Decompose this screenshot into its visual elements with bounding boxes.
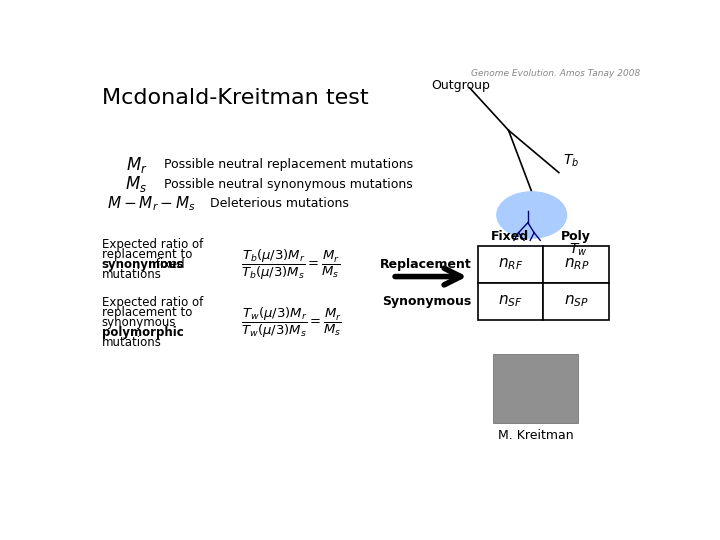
Bar <box>493 354 578 423</box>
Bar <box>477 246 544 283</box>
Text: $M - M_r - M_s$: $M - M_r - M_s$ <box>107 194 197 213</box>
Text: synonymous: synonymous <box>102 258 184 271</box>
Bar <box>544 246 609 283</box>
Text: Expected ratio of: Expected ratio of <box>102 238 203 251</box>
Text: Fixed: Fixed <box>491 230 529 243</box>
Text: Replacement: Replacement <box>379 258 472 271</box>
Text: M. Kreitman: M. Kreitman <box>498 429 573 442</box>
Text: $n_{SF}$: $n_{SF}$ <box>498 293 523 309</box>
Ellipse shape <box>497 192 567 238</box>
Bar <box>544 283 609 320</box>
Text: fixed: fixed <box>152 258 184 271</box>
Text: $T_b$: $T_b$ <box>563 152 579 168</box>
Text: Possible neutral replacement mutations: Possible neutral replacement mutations <box>163 158 413 171</box>
Text: Deleterious mutations: Deleterious mutations <box>210 197 349 210</box>
Text: mutations: mutations <box>102 268 161 281</box>
Text: Outgroup: Outgroup <box>431 79 490 92</box>
Text: polymorphic: polymorphic <box>102 326 184 339</box>
Text: $\dfrac{T_w(\mu/3)M_r}{T_w(\mu/3)M_s} = \dfrac{M_r}{M_s}$: $\dfrac{T_w(\mu/3)M_r}{T_w(\mu/3)M_s} = … <box>241 306 342 340</box>
Text: Possible neutral synonymous mutations: Possible neutral synonymous mutations <box>163 178 413 191</box>
Text: $n_{RP}$: $n_{RP}$ <box>564 256 589 272</box>
Text: mutations: mutations <box>102 336 161 349</box>
Text: $M_s$: $M_s$ <box>125 174 148 194</box>
Text: $n_{SP}$: $n_{SP}$ <box>564 293 589 309</box>
Text: Synonymous: Synonymous <box>382 295 472 308</box>
Text: synonymous: synonymous <box>102 316 176 329</box>
Text: $T_w$: $T_w$ <box>569 242 588 258</box>
Text: replacement to: replacement to <box>102 306 192 319</box>
Text: $M_r$: $M_r$ <box>126 155 148 175</box>
Text: Mcdonald-Kreitman test: Mcdonald-Kreitman test <box>102 88 368 108</box>
Text: Expected ratio of: Expected ratio of <box>102 296 203 309</box>
Text: $\dfrac{T_b(\mu/3)M_r}{T_b(\mu/3)M_s} = \dfrac{M_r}{M_s}$: $\dfrac{T_b(\mu/3)M_r}{T_b(\mu/3)M_s} = … <box>241 248 341 282</box>
Text: $n_{RF}$: $n_{RF}$ <box>498 256 523 272</box>
Text: Poly: Poly <box>562 230 591 243</box>
Text: replacement to: replacement to <box>102 248 192 261</box>
Text: Genome Evolution. Amos Tanay 2008: Genome Evolution. Amos Tanay 2008 <box>471 69 640 78</box>
Bar <box>477 283 544 320</box>
